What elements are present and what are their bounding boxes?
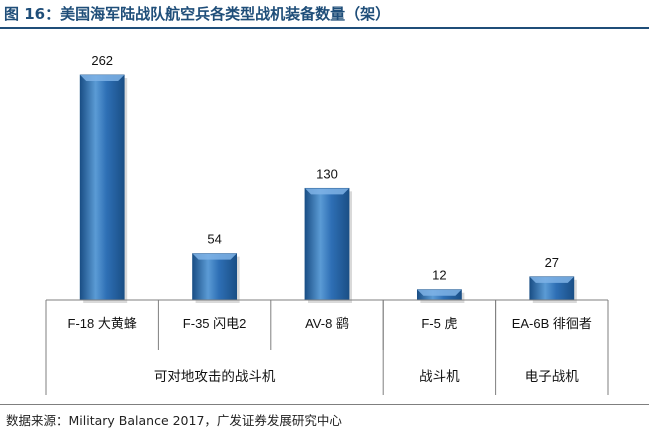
source-note: 数据来源：Military Balance 2017，广发证券发展研究中心 (6, 413, 342, 428)
category-label: AV-8 鹞 (305, 316, 349, 331)
group-label: 可对地攻击的战斗机 (154, 369, 276, 385)
data-label: 54 (207, 232, 221, 247)
bar-top-bevel (417, 289, 462, 296)
bar-chart: 262 54 130 12 27 F-18 大黄蜂 F-35 闪电2 AV-8 鹞 F-5 虎 E… (45, 53, 609, 395)
bar (304, 187, 350, 301)
category-label: EA-6B 徘徊者 (512, 316, 592, 331)
bar-top-bevel (305, 188, 349, 195)
category-label: F-5 虎 (421, 316, 457, 331)
data-label: 130 (316, 166, 338, 181)
footer-divider (0, 404, 649, 405)
group-label: 电子战机 (525, 369, 579, 385)
title-divider (0, 27, 649, 29)
category-label: F-35 闪电2 (183, 316, 247, 331)
group-label: 战斗机 (419, 369, 460, 385)
category-label: F-18 大黄蜂 (68, 316, 137, 331)
figure-title: 图 16：美国海军陆战队航空兵各类型战机装备数量（架） (4, 5, 391, 23)
data-label: 262 (91, 53, 113, 68)
data-label: 12 (432, 268, 446, 283)
bar-top-bevel (192, 253, 237, 260)
bar-top-bevel (80, 75, 125, 81)
bar-top-bevel (529, 276, 574, 283)
data-label: 27 (545, 255, 559, 270)
bar (192, 253, 238, 301)
bar (79, 74, 125, 301)
